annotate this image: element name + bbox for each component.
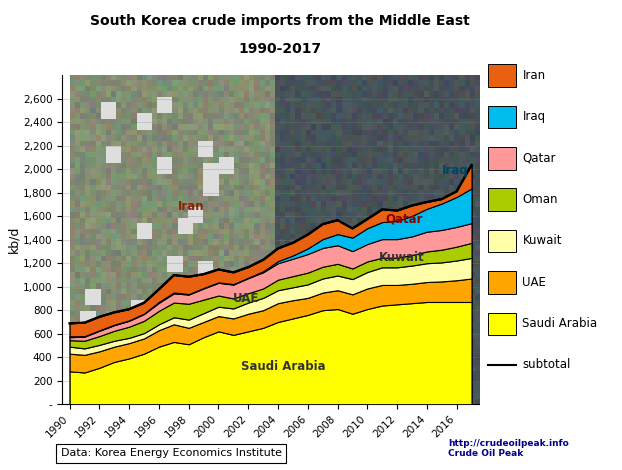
Text: 1990-2017: 1990-2017	[238, 42, 322, 56]
Text: subtotal: subtotal	[522, 358, 571, 371]
Text: http://crudeoilpeak.info
Crude Oil Peak: http://crudeoilpeak.info Crude Oil Peak	[448, 439, 569, 458]
Text: Data: Korea Energy Economics Institute: Data: Korea Energy Economics Institute	[60, 448, 282, 458]
Text: Iraq: Iraq	[442, 164, 468, 177]
Text: Iran: Iran	[179, 200, 205, 213]
Text: Qatar: Qatar	[522, 151, 556, 164]
Text: UAE: UAE	[522, 275, 546, 289]
Text: Oman: Oman	[522, 193, 558, 206]
Text: Iran: Iran	[522, 69, 545, 82]
Text: Kuwait: Kuwait	[522, 234, 562, 247]
Text: Iraq: Iraq	[522, 110, 545, 123]
Text: Qatar: Qatar	[385, 212, 423, 226]
Text: UAE: UAE	[233, 292, 260, 305]
Text: Saudi Arabia: Saudi Arabia	[522, 317, 598, 330]
Text: South Korea crude imports from the Middle East: South Korea crude imports from the Middl…	[90, 14, 470, 28]
Text: Saudi Arabia: Saudi Arabia	[241, 360, 325, 373]
Y-axis label: kb/d: kb/d	[7, 226, 20, 253]
Text: Kuwait: Kuwait	[379, 251, 425, 265]
